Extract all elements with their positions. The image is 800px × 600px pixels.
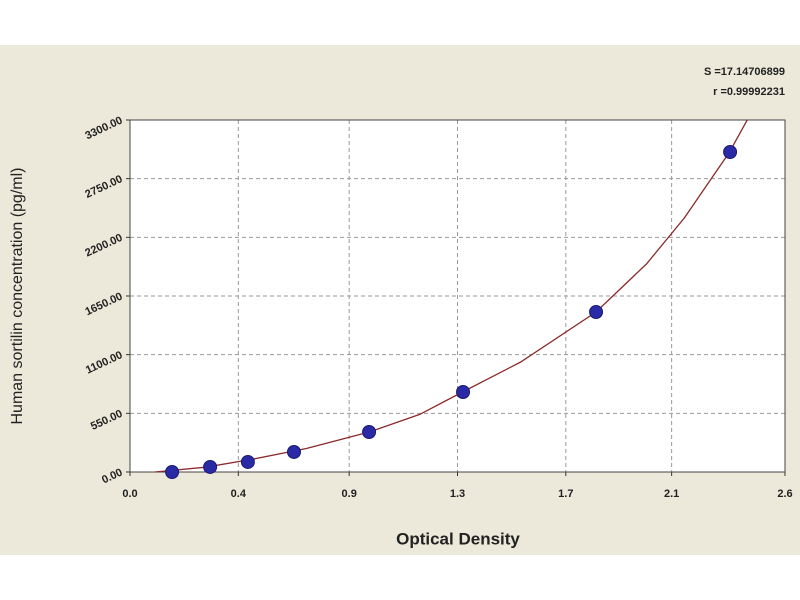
annotation: r =0.99992231 [713,86,785,98]
x-tick-label: 1.7 [558,488,573,500]
x-tick-label: 0.9 [342,488,357,500]
data-point [362,425,377,439]
x-tick-label: 0.0 [122,488,137,500]
data-point [589,305,604,319]
data-point [456,385,471,399]
data-point [287,444,302,459]
x-tick-label: 1.3 [450,488,465,500]
x-axis-label: Optical Density [396,529,520,548]
x-tick-label: 0.4 [231,488,247,500]
annotation: S =17.14706899 [704,66,785,78]
y-axis-label: Human sortilin concentration (pg/ml) [9,168,26,425]
x-tick-label: 2.1 [664,488,679,500]
data-point [240,454,255,469]
plot-frame [129,119,786,473]
data-point [165,465,180,479]
data-point [723,145,738,159]
data-point [203,459,218,474]
x-tick-label: 2.6 [777,488,792,500]
